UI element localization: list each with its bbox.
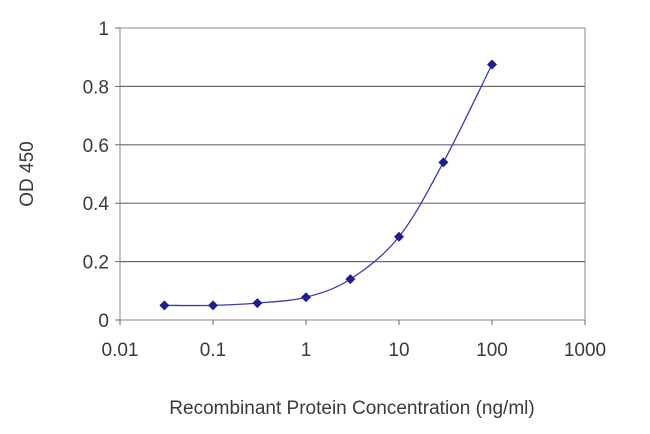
- y-tick-label: 0.8: [83, 77, 109, 98]
- y-tick-label: 0.6: [83, 136, 109, 157]
- x-axis-ticks: 0.01 0.1 1 10 100 1000: [102, 320, 606, 361]
- y-tick-label: 0.4: [83, 194, 110, 215]
- data-point-marker: [345, 274, 356, 285]
- y-tick-label: 0.2: [83, 253, 109, 274]
- data-point-marker: [394, 231, 404, 242]
- x-tick-label: 1000: [564, 340, 606, 361]
- y-tick-label: 1: [98, 19, 109, 40]
- data-point-marker: [208, 300, 218, 311]
- x-tick-label: 10: [388, 340, 409, 361]
- x-tick-label: 0.01: [102, 340, 139, 361]
- data-point-marker: [301, 292, 311, 303]
- x-tick-label: 100: [476, 340, 508, 361]
- y-axis-title: OD 450: [17, 141, 38, 206]
- data-point-marker: [252, 298, 263, 309]
- x-tick-label: 1: [301, 340, 312, 361]
- data-point-marker: [438, 157, 449, 168]
- data-point-marker: [487, 59, 497, 70]
- grid-lines: [120, 85, 585, 263]
- data-point-marker: [159, 300, 170, 311]
- x-tick-label: 0.1: [200, 340, 226, 361]
- y-tick-label: 0: [98, 311, 109, 332]
- y-axis-ticks: 0 0.2 0.4 0.6 0.8 1: [83, 19, 120, 332]
- data-markers: [159, 59, 497, 311]
- x-axis-title: Recombinant Protein Concentration (ng/ml…: [169, 398, 534, 419]
- plot-area: [119, 27, 586, 321]
